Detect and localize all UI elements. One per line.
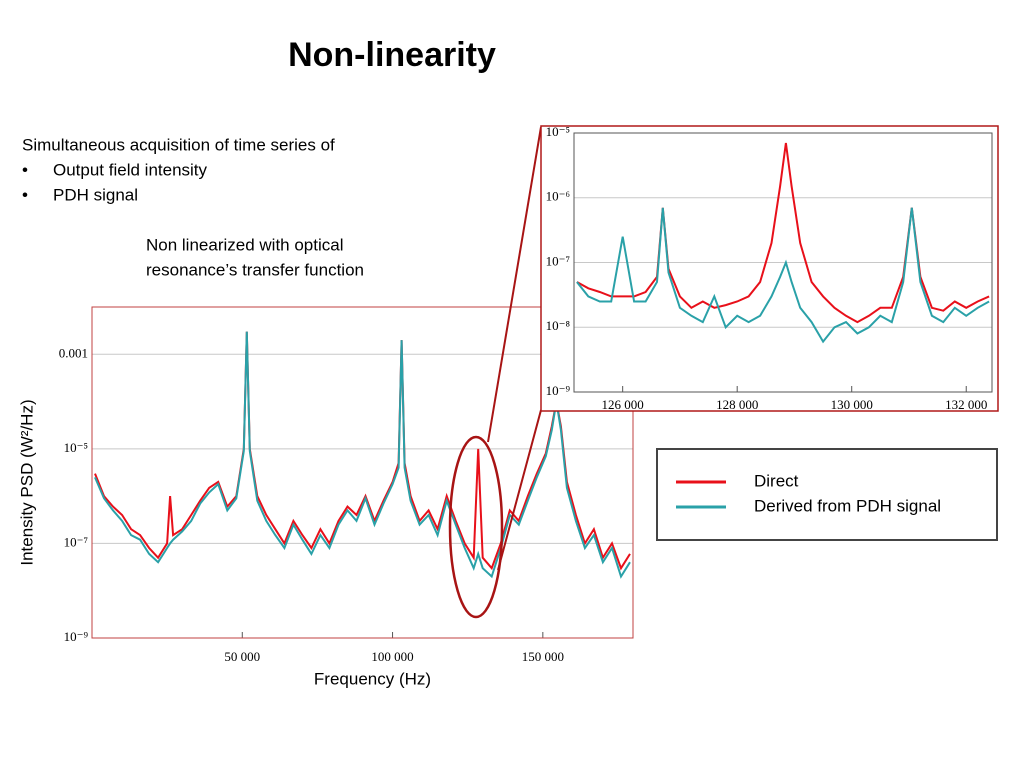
series-line [576, 207, 990, 344]
y-tick-label: 10⁻⁹ [64, 629, 89, 644]
legend-label: Direct [754, 471, 799, 490]
zoom-line [497, 409, 542, 571]
y-tick-label: 10⁻⁵ [546, 124, 570, 139]
x-tick-label: 130 000 [831, 397, 873, 412]
y-tick-label: 0.001 [59, 345, 88, 360]
legend-label: Derived from PDH signal [754, 496, 941, 515]
plot-frame [91, 306, 634, 639]
x-tick-label: 132 000 [945, 397, 987, 412]
bullet-dot: • [22, 160, 28, 179]
legend-box [656, 448, 998, 541]
x-tick-label: 100 000 [371, 649, 413, 664]
series-line [94, 331, 631, 579]
slide-title: Non-linearity [288, 36, 496, 74]
zoom-ellipse [448, 435, 504, 619]
legend: Direct Derived from PDH signal [656, 448, 998, 541]
y-tick-label: 10⁻⁷ [546, 253, 570, 268]
note-text: Non linearized with optical [146, 235, 344, 254]
x-axis-label: Frequency (Hz) [314, 669, 431, 688]
note-text: resonance’s transfer function [146, 260, 364, 279]
bullet-dot: • [22, 185, 28, 204]
x-tick-label: 126 000 [602, 397, 644, 412]
zoom-line [487, 126, 542, 443]
zoom-overlay [448, 126, 542, 619]
y-tick-label: 10⁻⁵ [64, 440, 88, 455]
y-tick-label: 10⁻⁷ [64, 534, 88, 549]
x-tick-label: 150 000 [522, 649, 564, 664]
plot-frame [573, 132, 993, 393]
intro-text: Simultaneous acquisition of time series … [22, 135, 335, 154]
bullet-text: Output field intensity [53, 160, 208, 179]
y-tick-label: 10⁻⁸ [546, 318, 571, 333]
y-axis-label: Intensity PSD (W²/Hz) [17, 399, 36, 565]
bullet-text: PDH signal [53, 185, 138, 204]
inset-chart: 10⁻⁹ 10⁻⁸ 10⁻⁷ 10⁻⁶ 10⁻⁵ 126 000 128 000 130 00… [546, 124, 993, 412]
y-tick-label: 10⁻⁹ [546, 383, 571, 398]
x-tick-label: 50 000 [224, 649, 260, 664]
y-tick-label: 10⁻⁶ [546, 189, 570, 204]
x-tick-label: 128 000 [716, 397, 758, 412]
